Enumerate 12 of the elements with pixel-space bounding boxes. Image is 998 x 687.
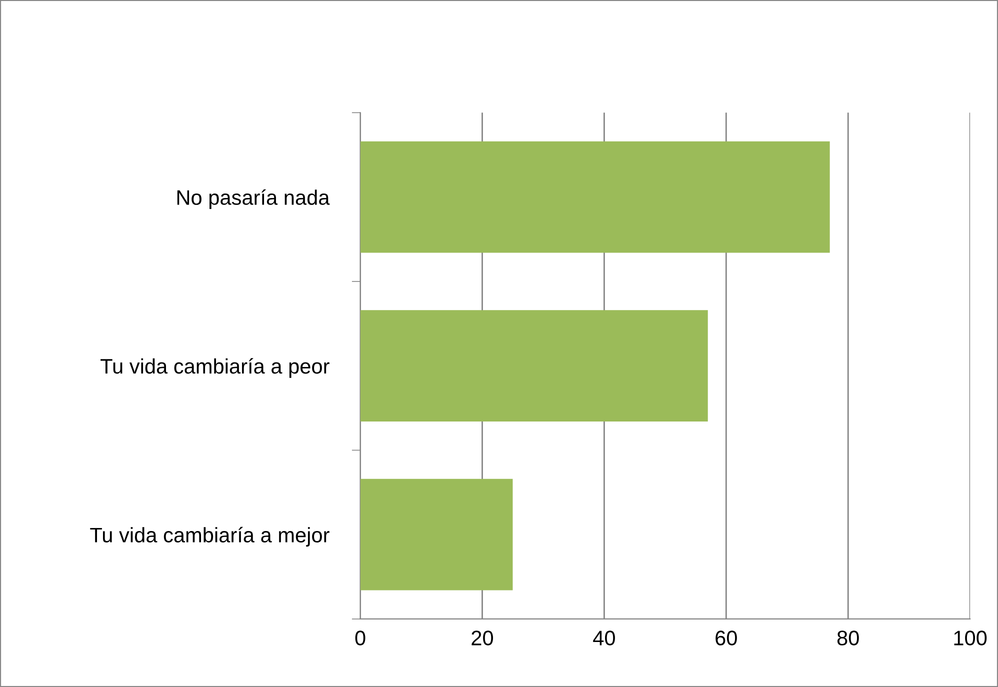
y-tick-label: Tu vida cambiaría a mejor [90, 526, 330, 547]
x-tick-label: 40 [593, 630, 615, 646]
x-tick-label: 0 [355, 630, 366, 646]
bar [360, 478, 513, 590]
x-tick-label: 100 [954, 630, 987, 646]
x-tick-label: 20 [472, 630, 494, 646]
bar [360, 310, 708, 422]
y-tick-label: Tu vida cambiaría a peor [100, 358, 330, 378]
x-tick-label: 80 [837, 630, 859, 646]
y-tick-label: No pasaría nada [177, 189, 330, 210]
x-tick-label: 60 [716, 630, 737, 646]
bar [360, 141, 830, 253]
